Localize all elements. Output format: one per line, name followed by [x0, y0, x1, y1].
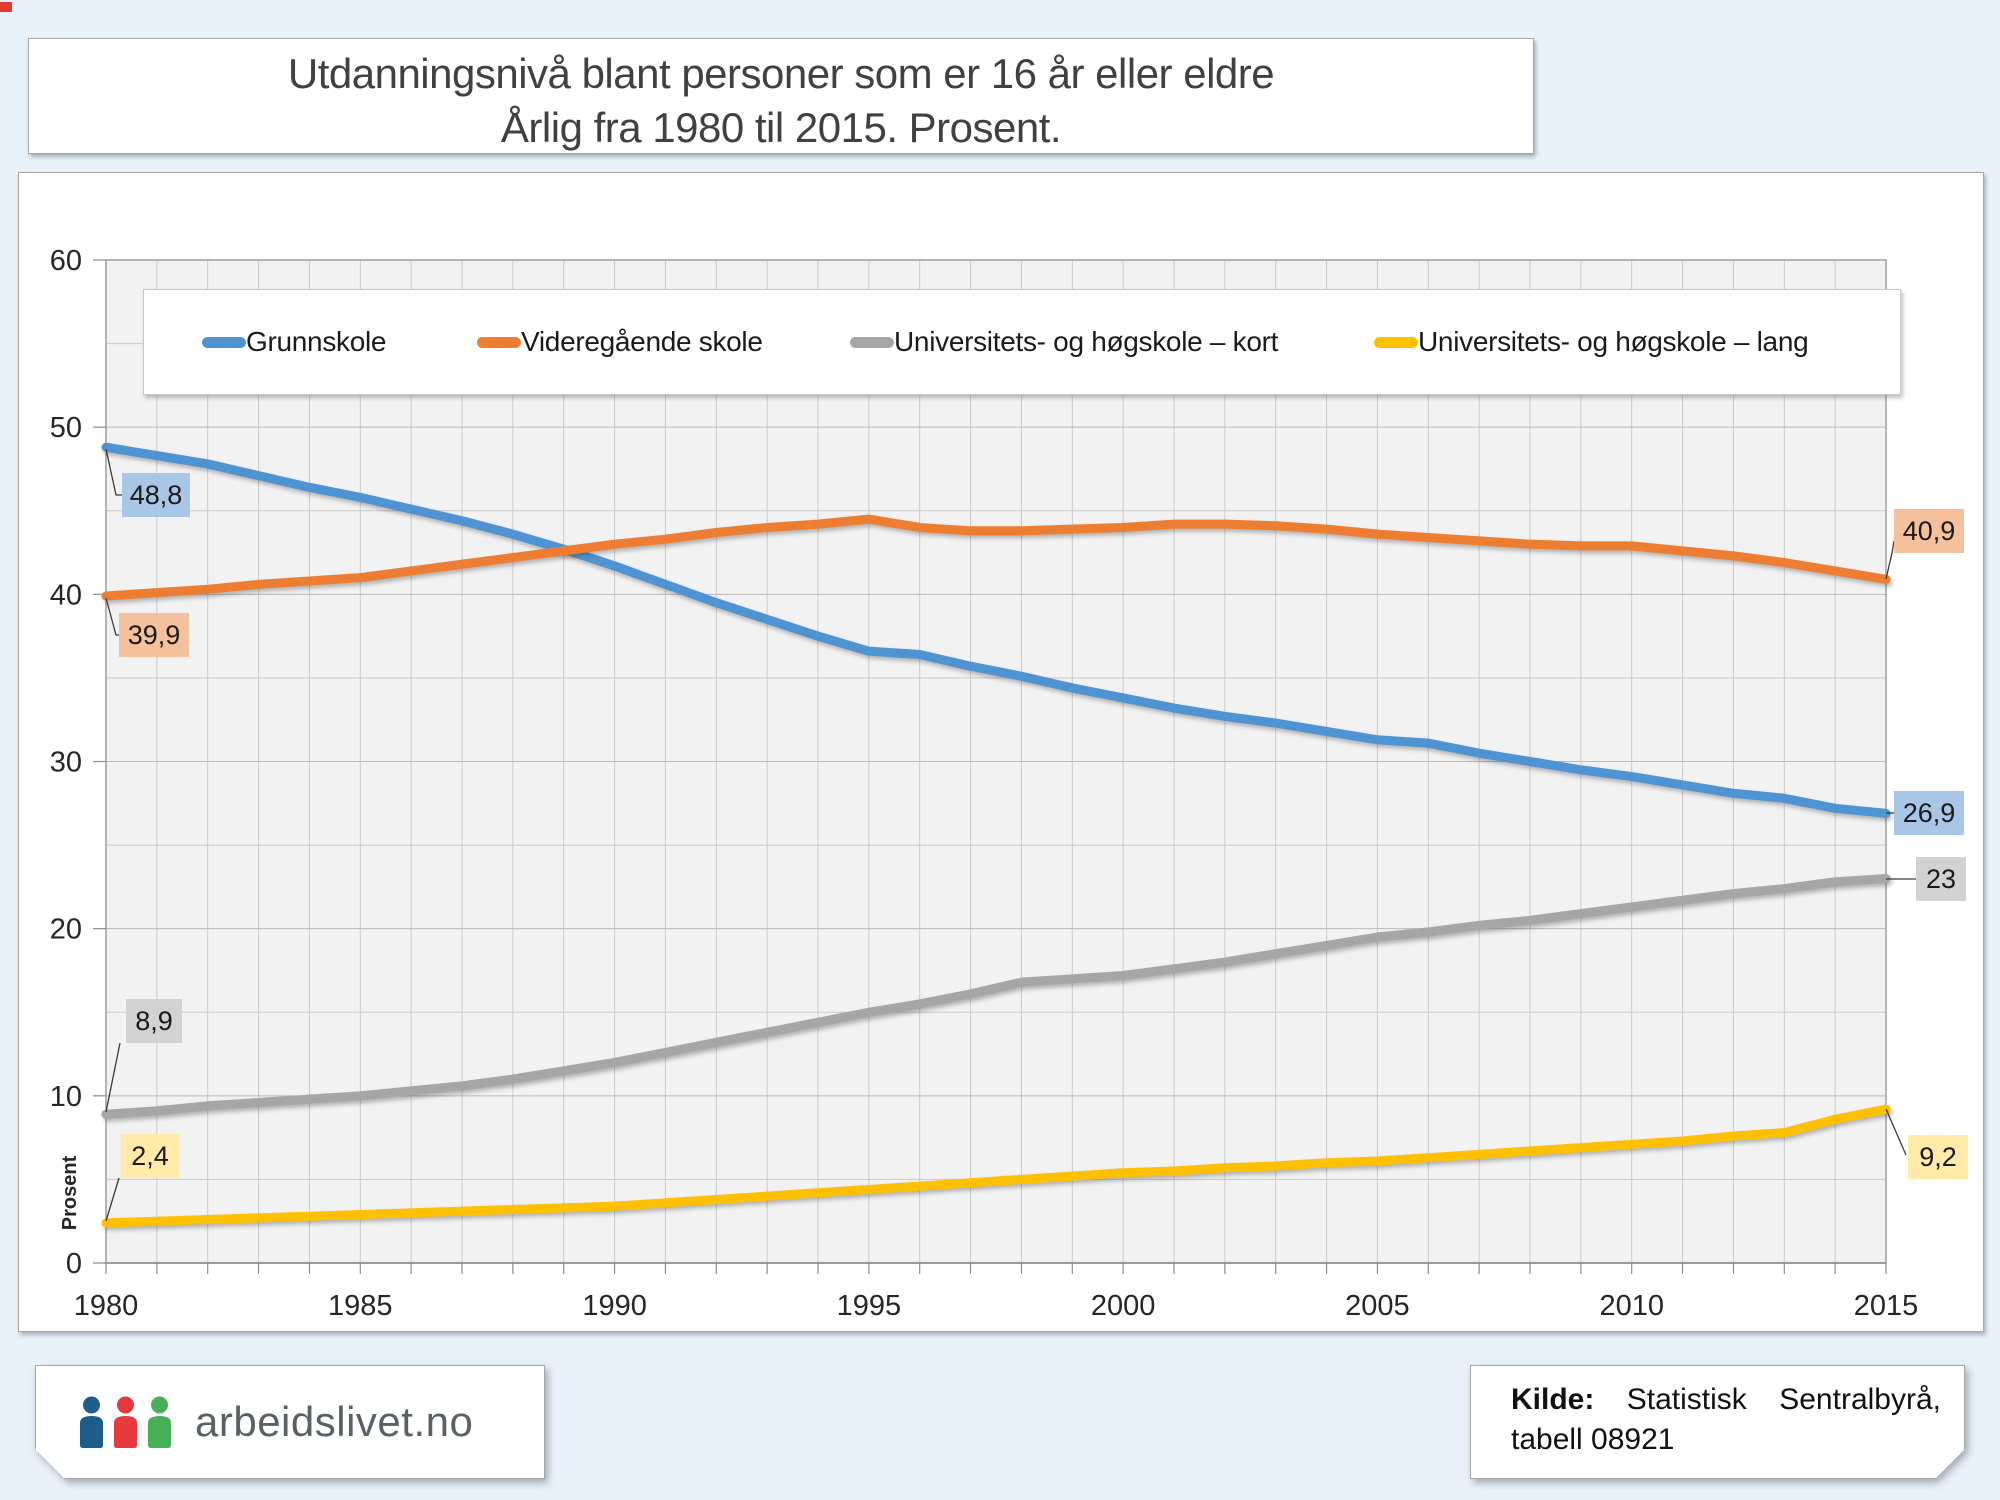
data-label-box — [1894, 509, 1964, 553]
legend-item-0: Grunnskole — [202, 290, 386, 394]
brand-logo-box: arbeidslivet.no — [35, 1365, 545, 1479]
person-icon — [78, 1396, 105, 1448]
data-label-value: 48,8 — [130, 480, 183, 510]
people-logo-icon — [78, 1396, 173, 1448]
screen-corner-artifact — [0, 2, 12, 12]
chart-canvas: 1980 1985 1990 1995 2000 2005 2010 2015 0 10 20 30 4… — [50, 245, 1968, 1322]
x-tick-label: 2005 — [1345, 1290, 1410, 1322]
series-line-3 — [101, 1104, 1891, 1228]
source-text: Kilde: Statistisk Sentralbyrå, tabell 08… — [1511, 1380, 1941, 1460]
data-label-value: 39,9 — [128, 620, 181, 650]
legend-marker-icon — [202, 336, 246, 348]
data-label-value: 26,9 — [1903, 798, 1956, 828]
chart-title-box: Utdanningsnivå blant personer som er 16 … — [28, 38, 1534, 154]
axes — [93, 259, 1887, 1274]
series-line-2 — [101, 874, 1891, 1119]
legend-item-2: Universitets- og høgskole – kort — [850, 290, 1278, 394]
legend-marker-icon — [477, 336, 521, 348]
data-label-box — [126, 999, 182, 1043]
y-tick-label: 30 — [50, 747, 82, 779]
data-labels: 48,8 39,9 8,9 2,4 26,9 40,9 23 9,2 — [105, 448, 1968, 1222]
chart-title-line1: Utdanningsnivå blant personer som er 16 … — [287, 50, 1275, 97]
series-line-0 — [101, 442, 1891, 818]
x-tick-label: 1990 — [582, 1290, 647, 1322]
axis-labels: 1980 1985 1990 1995 2000 2005 2010 2015 0 10 20 30 4… — [50, 245, 1919, 1322]
legend-label: Grunnskole — [246, 326, 387, 357]
legend-marker-icon — [850, 336, 894, 348]
person-icon — [112, 1396, 139, 1448]
chart-legend: Grunnskole Videregående skole Universitets… — [143, 289, 1901, 395]
source-label: Kilde: — [1511, 1383, 1595, 1416]
legend-label: Universitets- og høgskole – lang — [1418, 326, 1809, 357]
data-label-box — [121, 1134, 179, 1178]
series-lines — [101, 442, 1891, 1228]
y-tick-label: 20 — [50, 914, 82, 946]
source-value: Statistisk Sentralbyrå, tabell 08921 — [1511, 1383, 1941, 1456]
legend-label: Universitets- og høgskole – kort — [894, 326, 1279, 357]
y-tick-label: 60 — [50, 245, 82, 277]
person-icon — [146, 1396, 173, 1448]
y-tick-label: 50 — [50, 412, 82, 444]
series-line-1 — [101, 514, 1891, 601]
data-label-value: 23 — [1926, 864, 1956, 894]
data-label-box — [122, 473, 190, 517]
data-label-box — [1908, 1135, 1968, 1179]
legend-item-3: Universitets- og høgskole – lang — [1374, 290, 1809, 394]
data-label-value: 2,4 — [131, 1141, 169, 1171]
brand-name: arbeidslivet.no — [195, 1398, 474, 1445]
data-label-value: 40,9 — [1903, 516, 1956, 546]
y-tick-label: 40 — [50, 579, 82, 611]
x-tick-label: 1995 — [837, 1290, 902, 1322]
y-axis-title: Prosent — [59, 1155, 81, 1230]
data-label-box — [1894, 791, 1964, 835]
data-label-box — [119, 613, 189, 657]
chart-title-line2: Årlig fra 1980 til 2015. Prosent. — [500, 104, 1062, 151]
x-tick-label: 2000 — [1091, 1290, 1156, 1322]
chart-area-box: 1980 1985 1990 1995 2000 2005 2010 2015 0 10 20 30 4… — [18, 172, 1984, 1332]
source-box: Kilde: Statistisk Sentralbyrå, tabell 08… — [1470, 1365, 1965, 1479]
data-label-value: 9,2 — [1919, 1142, 1957, 1172]
x-tick-label: 1985 — [328, 1290, 393, 1322]
data-label-value: 8,9 — [135, 1006, 173, 1036]
legend-marker-icon — [1374, 336, 1418, 348]
data-label-box — [1916, 857, 1966, 901]
y-tick-label: 0 — [66, 1248, 82, 1280]
x-tick-label: 2010 — [1599, 1290, 1664, 1322]
legend-item-1: Videregående skole — [477, 290, 763, 394]
legend-label: Videregående skole — [521, 326, 763, 357]
x-tick-label: 2015 — [1854, 1290, 1919, 1322]
y-tick-label: 10 — [50, 1081, 82, 1113]
x-tick-label: 1980 — [74, 1290, 139, 1322]
